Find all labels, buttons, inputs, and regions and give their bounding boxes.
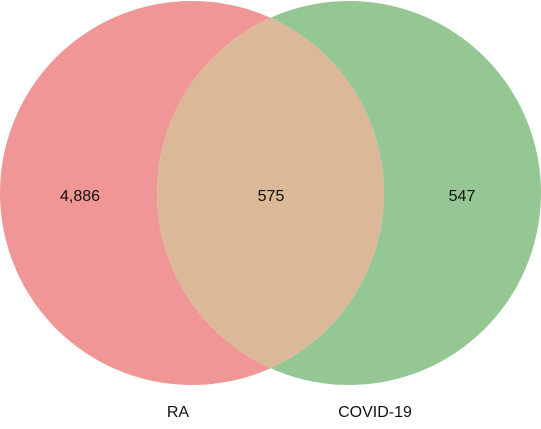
region-count: 547 bbox=[449, 188, 476, 205]
set-label: RA bbox=[167, 404, 190, 421]
venn-region bbox=[157, 17, 384, 369]
venn-region bbox=[270, 1, 541, 386]
set-label: COVID-19 bbox=[338, 404, 412, 421]
region-count: 575 bbox=[258, 188, 285, 205]
venn-region bbox=[0, 0, 271, 386]
region-count: 4,886 bbox=[60, 188, 100, 205]
